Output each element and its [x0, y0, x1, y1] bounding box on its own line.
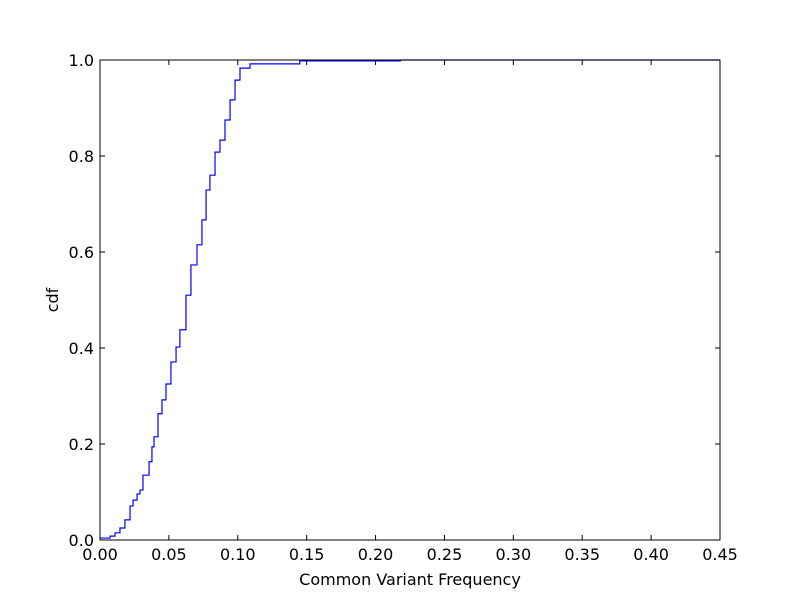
- x-tick-label: 0.10: [220, 545, 256, 564]
- x-tick-label: 0.35: [564, 545, 600, 564]
- y-tick-label: 0.2: [69, 435, 94, 454]
- x-tick-label: 0.25: [427, 545, 463, 564]
- y-tick-label: 0.6: [69, 243, 94, 262]
- y-tick-label: 0.4: [69, 339, 94, 358]
- y-tick-label: 0.0: [69, 531, 94, 550]
- x-tick-label: 0.05: [151, 545, 187, 564]
- x-tick-label: 0.40: [633, 545, 669, 564]
- y-tick-label: 0.8: [69, 147, 94, 166]
- x-tick-label: 0.00: [82, 545, 118, 564]
- y-axis-label: cdf: [43, 287, 62, 312]
- x-tick-label: 0.20: [358, 545, 394, 564]
- x-tick-label: 0.45: [702, 545, 738, 564]
- cdf-line: [100, 59, 720, 539]
- plot-frame: [99, 59, 721, 541]
- x-tick-label: 0.30: [496, 545, 532, 564]
- x-tick-label: 0.15: [289, 545, 325, 564]
- y-tick-label: 1.0: [69, 51, 94, 70]
- x-axis-label: Common Variant Frequency: [299, 570, 521, 589]
